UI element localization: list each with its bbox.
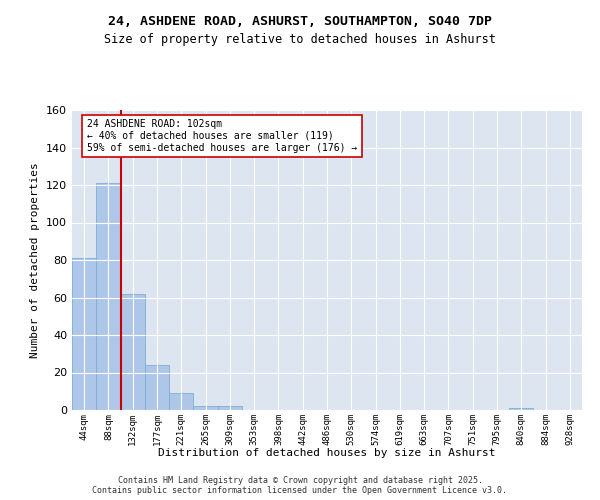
Text: Contains HM Land Registry data © Crown copyright and database right 2025.
Contai: Contains HM Land Registry data © Crown c…	[92, 476, 508, 495]
Bar	[145, 365, 169, 410]
Text: 24, ASHDENE ROAD, ASHURST, SOUTHAMPTON, SO40 7DP: 24, ASHDENE ROAD, ASHURST, SOUTHAMPTON, …	[108, 15, 492, 28]
Bar	[193, 406, 218, 410]
Bar	[96, 183, 121, 410]
Bar	[169, 393, 193, 410]
Text: 24 ASHDENE ROAD: 102sqm
← 40% of detached houses are smaller (119)
59% of semi-d: 24 ASHDENE ROAD: 102sqm ← 40% of detache…	[86, 120, 357, 152]
Text: Distribution of detached houses by size in Ashurst: Distribution of detached houses by size …	[158, 448, 496, 458]
Text: Size of property relative to detached houses in Ashurst: Size of property relative to detached ho…	[104, 32, 496, 46]
Bar	[218, 406, 242, 410]
Y-axis label: Number of detached properties: Number of detached properties	[31, 162, 40, 358]
Bar	[121, 294, 145, 410]
Bar	[72, 258, 96, 410]
Bar	[509, 408, 533, 410]
